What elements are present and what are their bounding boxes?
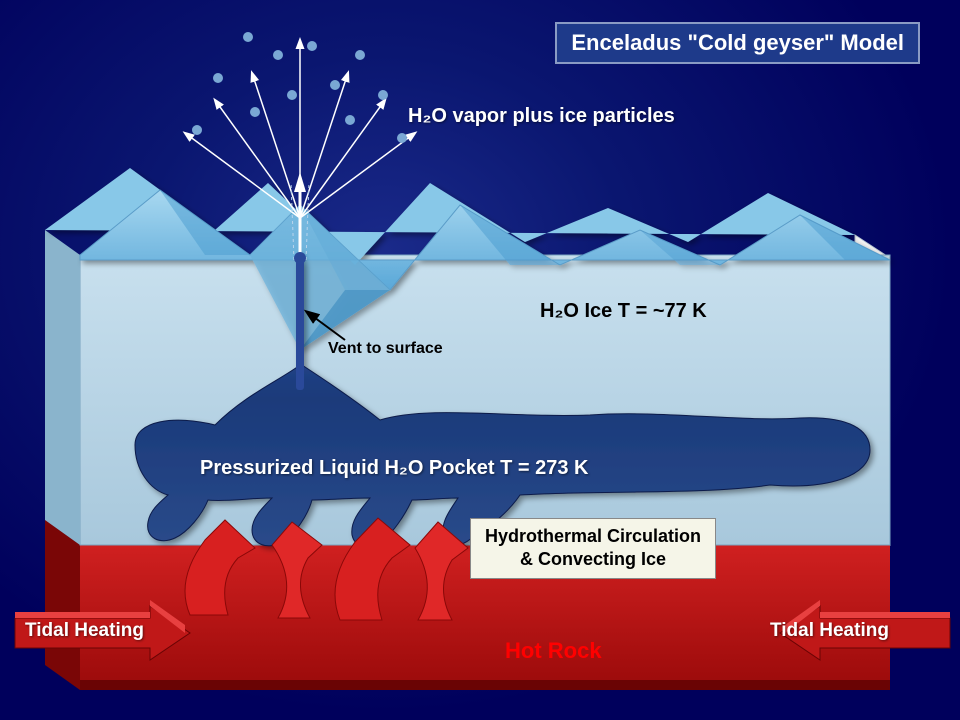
vapor-label: H₂O vapor plus ice particles [408, 105, 675, 128]
hydro-line1: Hydrothermal Circulation [485, 526, 701, 546]
tidal-left-label: Tidal Heating [25, 620, 144, 642]
hydro-box: Hydrothermal Circulation & Convecting Ic… [470, 518, 716, 579]
hydro-line2: & Convecting Ice [520, 549, 666, 569]
ice-layer-label: H₂O Ice T = ~77 K [540, 300, 707, 323]
vent-label: Vent to surface [328, 340, 443, 358]
hot-rock-label: Hot Rock [505, 638, 602, 664]
pocket-label: Pressurized Liquid H₂O Pocket T = 273 K [200, 457, 588, 480]
title-box: Enceladus "Cold geyser" Model [555, 22, 920, 64]
title-text: Enceladus "Cold geyser" Model [571, 30, 904, 55]
tidal-right-label: Tidal Heating [770, 620, 889, 642]
